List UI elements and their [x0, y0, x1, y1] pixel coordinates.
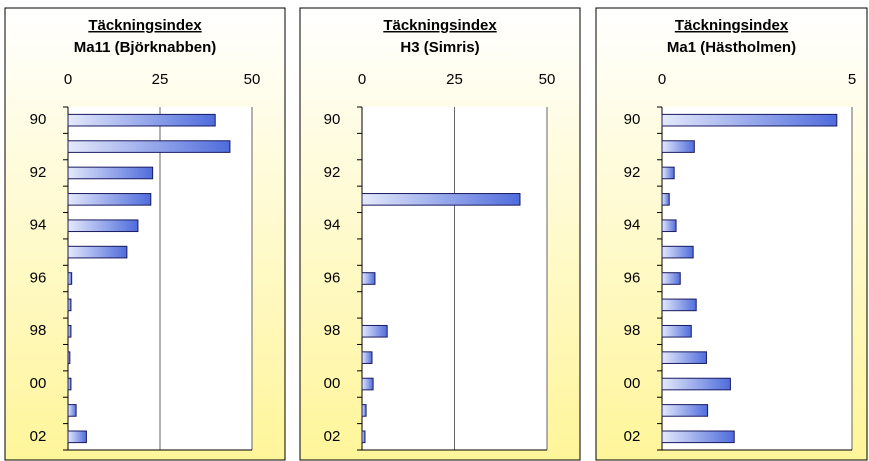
bar — [67, 140, 231, 153]
bar — [661, 245, 694, 259]
x-tick-label: 5 — [848, 71, 856, 88]
bar — [67, 245, 128, 259]
y-tick-label: 00 — [324, 375, 341, 392]
chart-title: Täckningsindex — [383, 17, 497, 34]
y-tick-label: 90 — [324, 111, 341, 128]
y-tick-label: 92 — [624, 164, 641, 181]
bar — [661, 324, 692, 338]
y-tick-label: 96 — [30, 269, 47, 286]
bar — [361, 377, 374, 391]
bar — [67, 298, 72, 312]
bar — [67, 377, 72, 391]
chart-subtitle: H3 (Simris) — [400, 39, 479, 56]
bar — [67, 404, 77, 417]
x-tick-label: 25 — [446, 71, 463, 88]
bar — [661, 298, 697, 312]
bar — [661, 430, 735, 444]
y-tick-label: 98 — [624, 322, 641, 339]
bar — [661, 166, 675, 180]
x-tick-label: 0 — [658, 71, 666, 88]
y-tick-label: 02 — [30, 428, 47, 445]
chart-subtitle: Ma11 (Björknabben) — [74, 39, 217, 56]
bar — [67, 272, 73, 285]
bar — [67, 166, 154, 180]
y-tick-label: 00 — [30, 375, 47, 392]
chart-subtitle: Ma1 (Hästholmen) — [667, 39, 796, 56]
bar — [67, 324, 72, 338]
y-tick-label: 92 — [30, 164, 47, 181]
y-tick-label: 96 — [624, 269, 641, 286]
bar — [361, 193, 521, 206]
bar — [661, 113, 838, 127]
y-tick-label: 00 — [624, 375, 641, 392]
bar — [67, 113, 216, 127]
x-tick-label: 50 — [244, 71, 261, 88]
y-tick-label: 90 — [30, 111, 47, 128]
bar — [67, 193, 152, 206]
bar — [661, 272, 681, 285]
bar — [361, 351, 373, 364]
bar — [361, 430, 366, 444]
plot-area — [662, 107, 852, 450]
bar — [67, 219, 139, 233]
bar — [661, 219, 677, 233]
x-tick-label: 0 — [64, 71, 72, 88]
chart-title: Täckningsindex — [88, 17, 202, 34]
y-tick-label: 98 — [30, 322, 47, 339]
x-tick-label: 25 — [152, 71, 169, 88]
bar — [361, 324, 388, 338]
x-tick-label: 50 — [539, 71, 556, 88]
y-tick-label: 94 — [30, 217, 47, 234]
y-tick-label: 94 — [324, 217, 341, 234]
y-tick-label: 02 — [324, 428, 341, 445]
bar — [361, 404, 367, 417]
y-tick-label: 98 — [324, 322, 341, 339]
bar — [661, 351, 707, 364]
x-tick-label: 0 — [358, 71, 366, 88]
y-tick-label: 96 — [324, 269, 341, 286]
y-tick-label: 02 — [624, 428, 641, 445]
chart-title: Täckningsindex — [675, 17, 789, 34]
bar — [661, 193, 670, 206]
bar — [661, 140, 695, 153]
y-tick-label: 92 — [324, 164, 341, 181]
y-tick-label: 94 — [624, 217, 641, 234]
bar — [67, 430, 87, 444]
y-tick-label: 90 — [624, 111, 641, 128]
bar — [661, 377, 731, 391]
bar — [67, 351, 71, 364]
bar — [661, 404, 709, 417]
bar — [361, 272, 376, 285]
